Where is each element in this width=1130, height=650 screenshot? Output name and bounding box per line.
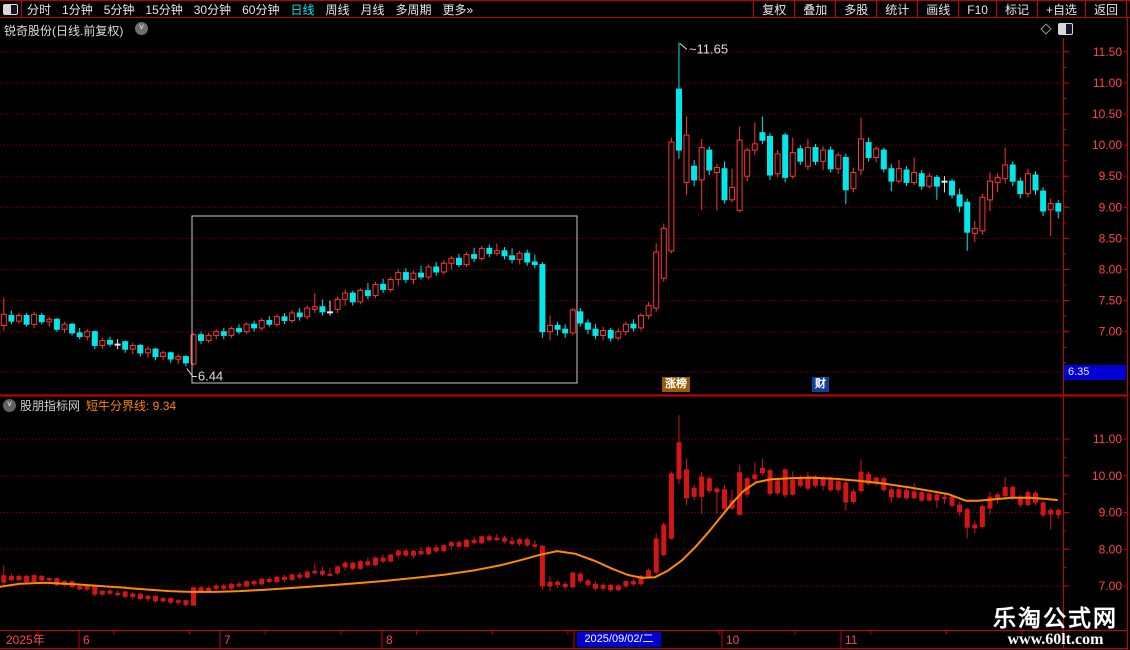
indicator-line — [0, 476, 1058, 593]
menu-item-15分钟[interactable]: 15分钟 — [145, 2, 183, 17]
svg-text:11.00: 11.00 — [1093, 76, 1122, 90]
svg-text:7: 7 — [224, 633, 231, 647]
menu-item-周线[interactable]: 周线 — [325, 2, 350, 17]
menu-divider — [21, 1, 22, 17]
menu-item-多周期[interactable]: 多周期 — [395, 2, 432, 17]
period-menu: 分时 1分钟 5分钟 15分钟 30分钟 60分钟 日线 周线 月线 多周期 更多» — [27, 1, 484, 17]
diamond-icon[interactable] — [1040, 23, 1052, 35]
menu-item-统计[interactable]: 统计 — [876, 1, 917, 17]
time-axis: 678910112025年 — [0, 630, 1128, 649]
menu-item-多股[interactable]: 多股 — [835, 1, 876, 17]
svg-text:7.50: 7.50 — [1099, 294, 1123, 308]
svg-text:7.00: 7.00 — [1099, 325, 1123, 339]
top-menu-bar: 分时 1分钟 5分钟 15分钟 30分钟 60分钟 日线 周线 月线 多周期 更多» 复权 叠加 多股统… — [0, 0, 1130, 18]
menu-item-5分钟[interactable]: 5分钟 — [103, 2, 135, 17]
menu-item-更多»[interactable]: 更多» — [442, 2, 474, 17]
indicator-source: 股朋指标网 — [20, 399, 81, 413]
menu-item-返回[interactable]: 返回 — [1084, 1, 1126, 17]
svg-text:~11.65: ~11.65 — [689, 41, 728, 56]
window-layout-icon[interactable] — [3, 4, 18, 15]
svg-text:10.00: 10.00 — [1092, 138, 1122, 152]
title-bar: 锐奇股份(日线.前复权) ˅ — [0, 18, 1130, 38]
svg-text:11.00: 11.00 — [1093, 432, 1122, 446]
price-axes: 11.50 11.00 10.50 10.00 9.50 9.00 8.50 8.00 7.50… — [1063, 0, 1128, 650]
menu-item-日线[interactable]: 日线 — [290, 2, 315, 17]
svg-text:8: 8 — [386, 633, 393, 647]
tools-menu: 复权 叠加 多股 统计 画线 F10 标记 +自选 返回 — [753, 1, 1127, 17]
chevron-down-icon[interactable]: ˅ — [135, 22, 148, 35]
svg-text:10.50: 10.50 — [1092, 107, 1122, 121]
menu-item-画线[interactable]: 画线 — [917, 1, 958, 17]
watermark: 乐淘公式网 www.60lt.com — [993, 606, 1118, 649]
zhangbang-badge[interactable]: 涨榜 — [662, 377, 690, 392]
indicator-candlestick-series — [1, 415, 1061, 607]
indicator-pane-header: ˅ 股朋指标网 短牛分界线: 9.34 — [3, 398, 176, 413]
highlighted-date-label: 2025/09/02/二 — [577, 632, 661, 647]
menu-item-30分钟[interactable]: 30分钟 — [193, 2, 232, 17]
svg-text:8.00: 8.00 — [1099, 542, 1123, 556]
drawn-rectangle — [191, 215, 578, 384]
menu-item-标记[interactable]: 标记 — [995, 1, 1037, 17]
svg-text:10: 10 — [726, 633, 740, 647]
svg-text:8.50: 8.50 — [1099, 231, 1123, 245]
svg-text:2025年: 2025年 — [6, 633, 45, 647]
indicator-value-label: 短牛分界线: 9.34 — [86, 399, 177, 413]
menu-item-月线[interactable]: 月线 — [360, 2, 385, 17]
watermark-line2: www.60lt.com — [1007, 631, 1104, 648]
svg-text:11: 11 — [845, 633, 858, 647]
svg-text:8.00: 8.00 — [1099, 263, 1123, 277]
watermark-line1: 乐淘公式网 — [993, 605, 1118, 631]
pane-layout-icon[interactable] — [1058, 23, 1073, 35]
menu-item-1分钟[interactable]: 1分钟 — [62, 2, 93, 17]
menu-item-复权[interactable]: 复权 — [753, 1, 794, 17]
menu-item-60分钟[interactable]: 60分钟 — [242, 2, 280, 17]
price-annotations: ~11.65 6.44 — [186, 41, 728, 384]
svg-text:11.50: 11.50 — [1093, 45, 1122, 59]
svg-text:9.50: 9.50 — [1099, 169, 1123, 183]
cai-badge[interactable]: 财 — [812, 377, 829, 392]
svg-text:9.00: 9.00 — [1099, 200, 1123, 214]
svg-text:9.00: 9.00 — [1099, 506, 1123, 520]
grid-lines — [0, 51, 1062, 587]
svg-text:6: 6 — [83, 633, 90, 647]
chart-title: 锐奇股份(日线.前复权) — [4, 24, 124, 38]
main-candlestick-series — [0, 42, 1062, 367]
menu-item-叠加[interactable]: 叠加 — [794, 1, 835, 17]
menu-item-F10[interactable]: F10 — [958, 1, 996, 17]
menu-item-分时[interactable]: 分时 — [27, 2, 52, 17]
svg-text:10.00: 10.00 — [1092, 469, 1122, 483]
svg-text:7.00: 7.00 — [1099, 579, 1123, 593]
axis-min-price-label: 6.35 — [1064, 365, 1126, 380]
chevron-down-icon[interactable]: ˅ — [3, 399, 16, 412]
svg-text:6.44: 6.44 — [198, 369, 223, 384]
menu-item-+自选[interactable]: +自选 — [1036, 1, 1085, 17]
